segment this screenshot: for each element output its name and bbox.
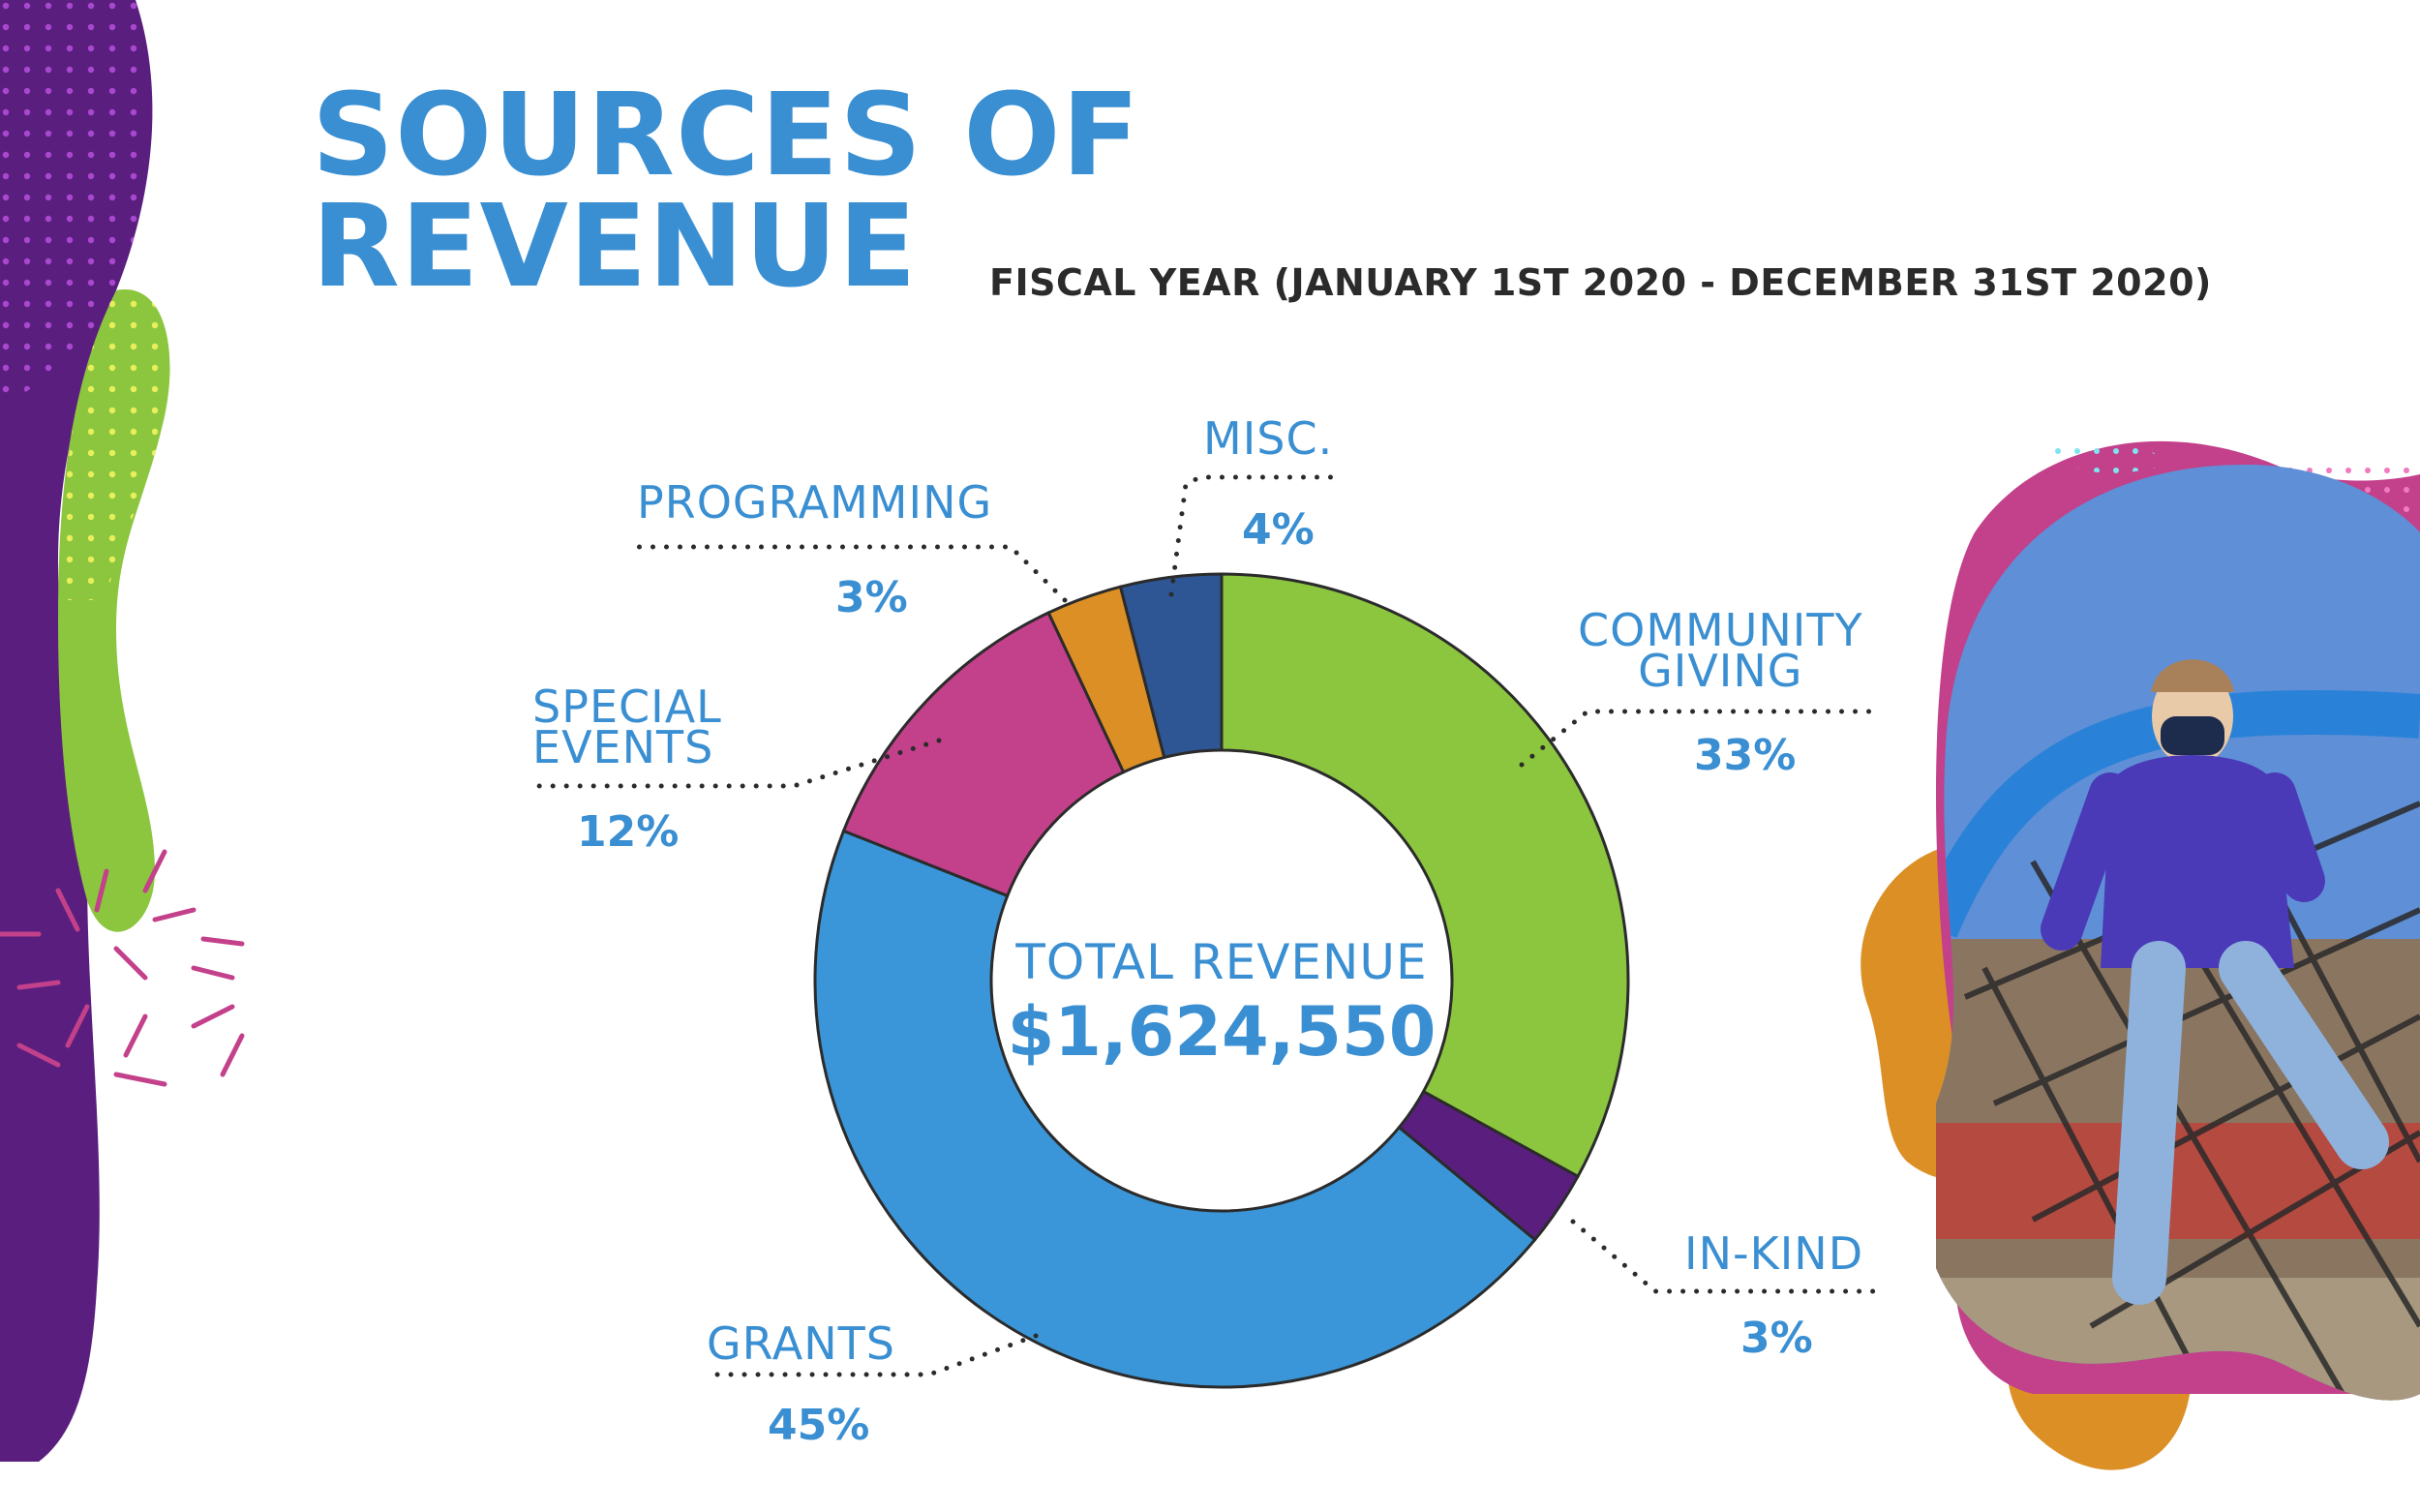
page-title-line-2: REVENUE <box>312 179 918 313</box>
fiscal-year-subtitle: FISCAL YEAR (JANUARY 1ST 2020 - DECEMBER… <box>989 261 2212 304</box>
label-misc: MISC. <box>1203 412 1334 465</box>
donut-slice-grants <box>813 829 1537 1389</box>
decorative-shapes-left <box>0 0 245 1462</box>
label-community-giving: COMMUNITY GIVING <box>1578 604 1863 697</box>
page-title: SOURCES OF REVENUE <box>312 68 1141 313</box>
leader-line-grants <box>713 1333 1039 1377</box>
pct-misc: 4% <box>1242 505 1315 555</box>
donut-slice-community-giving <box>1220 572 1630 1179</box>
label-community-giving-line-1: COMMUNITY <box>1578 604 1863 656</box>
label-community-giving-line-2: GIVING <box>1638 645 1803 697</box>
pct-grants: 45% <box>768 1401 870 1450</box>
total-revenue-value: $1,624,550 <box>1007 992 1437 1072</box>
leader-line-special-events <box>534 738 942 789</box>
label-in-kind: IN-KIND <box>1684 1227 1864 1280</box>
label-special-events-line-2: EVENTS <box>532 721 714 773</box>
child-on-playground-photo <box>1921 465 2420 1401</box>
pct-special-events: 12% <box>577 807 680 857</box>
total-revenue-label: TOTAL REVENUE <box>1015 934 1428 990</box>
label-grants: GRANTS <box>707 1317 895 1370</box>
donut-slice-special-events <box>841 610 1126 898</box>
label-special-events: SPECIAL EVENTS <box>532 680 722 773</box>
pct-in-kind: 3% <box>1740 1314 1813 1363</box>
pct-programming: 3% <box>835 573 908 622</box>
leader-line-misc <box>1168 474 1344 597</box>
leader-line-community-giving <box>1519 709 1876 768</box>
label-programming: PROGRAMMING <box>637 476 993 529</box>
page-title-line-1: SOURCES OF <box>312 68 1141 201</box>
leader-line-programming <box>636 544 1068 603</box>
label-special-events-line-1: SPECIAL <box>532 680 722 733</box>
leader-line-in-kind <box>1570 1219 1876 1294</box>
decorative-shapes-right <box>1860 437 2420 1470</box>
pct-community-giving: 33% <box>1694 731 1797 780</box>
donut-slice-misc <box>1118 572 1224 760</box>
